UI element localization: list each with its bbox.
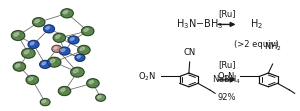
Ellipse shape — [28, 40, 39, 48]
Ellipse shape — [40, 99, 50, 106]
Text: O$_2$N: O$_2$N — [217, 70, 235, 83]
Ellipse shape — [32, 18, 45, 27]
Ellipse shape — [75, 54, 85, 61]
Ellipse shape — [28, 77, 33, 80]
Ellipse shape — [26, 75, 38, 84]
Ellipse shape — [87, 79, 99, 88]
Text: (>2 equiv): (>2 equiv) — [234, 40, 279, 49]
Ellipse shape — [80, 47, 85, 51]
Text: [Ru]: [Ru] — [218, 9, 236, 18]
Text: NH$_2$: NH$_2$ — [264, 41, 281, 53]
Text: NaBH$_4$: NaBH$_4$ — [212, 74, 241, 86]
Ellipse shape — [98, 96, 101, 98]
Ellipse shape — [82, 27, 94, 36]
Ellipse shape — [22, 48, 35, 58]
Ellipse shape — [42, 100, 46, 103]
Text: 92%: 92% — [218, 93, 236, 102]
Ellipse shape — [14, 33, 19, 36]
Ellipse shape — [61, 9, 73, 18]
Ellipse shape — [77, 56, 80, 58]
Ellipse shape — [73, 69, 78, 73]
Text: CN: CN — [184, 49, 196, 57]
Text: H$_3$N−BH$_3$: H$_3$N−BH$_3$ — [176, 18, 224, 31]
Ellipse shape — [13, 62, 26, 71]
Ellipse shape — [47, 57, 61, 67]
Ellipse shape — [61, 49, 65, 52]
Ellipse shape — [44, 25, 54, 33]
Ellipse shape — [78, 45, 90, 55]
Ellipse shape — [52, 45, 62, 52]
Ellipse shape — [46, 27, 50, 29]
Ellipse shape — [70, 38, 74, 41]
Ellipse shape — [40, 60, 51, 68]
Ellipse shape — [59, 47, 70, 55]
Ellipse shape — [54, 47, 57, 49]
Ellipse shape — [68, 36, 79, 44]
Ellipse shape — [53, 33, 65, 42]
Ellipse shape — [56, 35, 60, 38]
Text: O$_2$N: O$_2$N — [138, 70, 156, 83]
Ellipse shape — [58, 86, 71, 96]
Ellipse shape — [50, 59, 55, 63]
Ellipse shape — [89, 81, 94, 84]
Ellipse shape — [71, 67, 84, 77]
Text: H$_2$: H$_2$ — [250, 18, 263, 31]
Ellipse shape — [16, 64, 20, 67]
Text: [Ru]: [Ru] — [218, 60, 236, 69]
Ellipse shape — [84, 28, 88, 32]
Ellipse shape — [11, 31, 25, 40]
Ellipse shape — [61, 88, 65, 92]
Ellipse shape — [96, 94, 106, 101]
Ellipse shape — [30, 42, 34, 45]
Ellipse shape — [35, 20, 39, 23]
Ellipse shape — [42, 62, 46, 65]
Ellipse shape — [63, 11, 68, 14]
Ellipse shape — [24, 50, 29, 54]
